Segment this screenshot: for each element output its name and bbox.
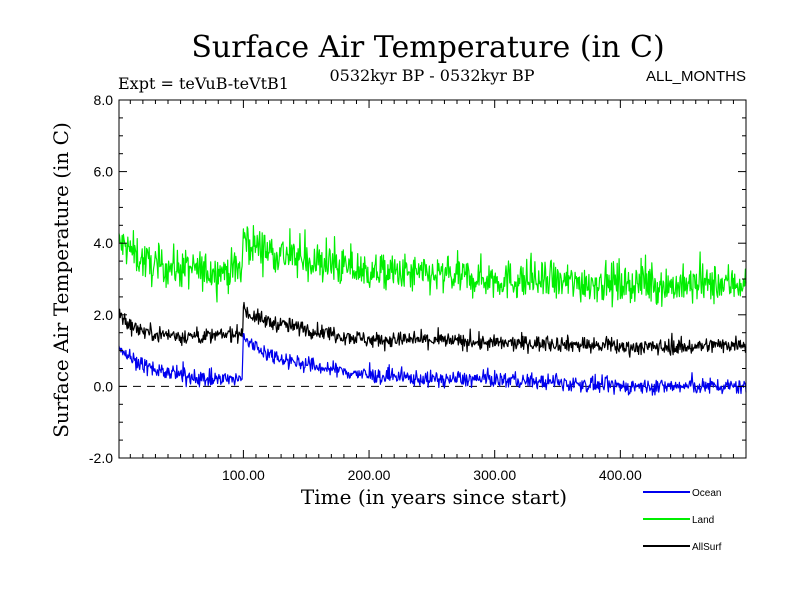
series-line-allsurf	[118, 301, 747, 358]
y-tick-label: 6.0	[94, 164, 114, 180]
chart-title: Surface Air Temperature (in C)	[191, 30, 664, 65]
months-label: ALL_MONTHS	[646, 68, 746, 85]
legend-label-allsurf: AllSurf	[692, 542, 722, 553]
y-tick-label: 0.0	[94, 378, 114, 394]
x-tick-label: 300.00	[473, 467, 516, 483]
axis-ticks: 100.00 200.00 300.00 400.00 -2.0 0.0 2.0 4.0 6.0…	[89, 92, 746, 483]
series-line-land	[118, 225, 747, 308]
x-tick-label: 200.00	[348, 467, 391, 483]
y-tick-label: -2.0	[89, 450, 113, 466]
x-tick-label: 100.00	[222, 467, 265, 483]
y-tick-label: 8.0	[94, 92, 114, 108]
legend-label-ocean: Ocean	[692, 488, 721, 499]
x-axis-label: Time (in years since start)	[301, 485, 567, 509]
y-tick-label: 4.0	[94, 235, 114, 251]
y-tick-label: 2.0	[94, 307, 114, 323]
legend: Ocean Land AllSurf	[643, 488, 722, 553]
plot-area	[118, 225, 747, 396]
y-axis-label: Surface Air Temperature (in C)	[49, 122, 73, 438]
x-tick-label: 400.00	[599, 467, 642, 483]
chart-subtitle: 0532kyr BP - 0532kyr BP	[330, 66, 535, 85]
series-line-ocean	[118, 333, 747, 396]
expt-label: Expt = teVuB-teVtB1	[118, 74, 289, 93]
legend-label-land: Land	[692, 515, 714, 526]
